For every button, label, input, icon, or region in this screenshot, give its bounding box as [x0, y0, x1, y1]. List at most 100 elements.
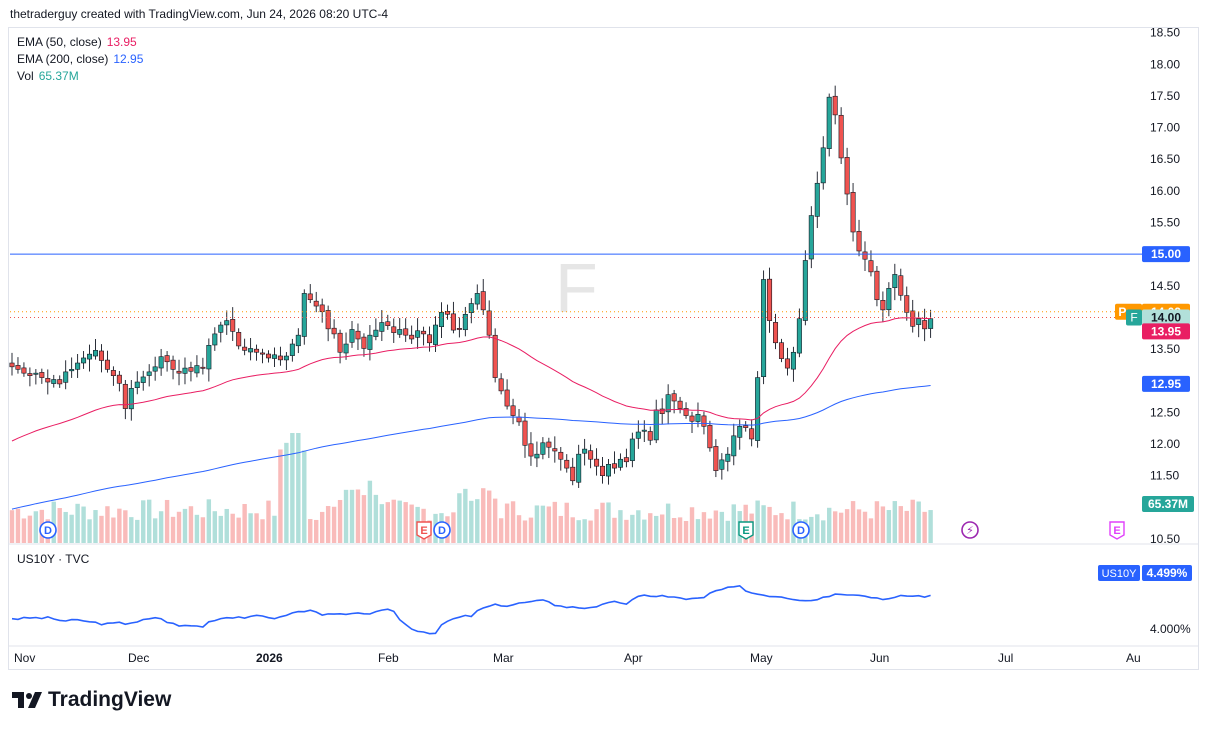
candle-body: [677, 400, 683, 409]
candle-body: [492, 334, 498, 378]
symbol-watermark: F: [555, 249, 598, 327]
price-axis-label: 15.50: [1150, 216, 1180, 230]
candle-body: [200, 366, 206, 369]
candle-body: [916, 318, 922, 325]
candle-body: [218, 324, 224, 333]
candle-body: [671, 393, 677, 402]
candle-body: [325, 310, 331, 330]
volume-bar: [105, 506, 110, 543]
volume-bar: [224, 508, 229, 543]
candle-body: [749, 428, 755, 440]
volume-bar: [731, 504, 736, 543]
candle-body: [540, 442, 546, 455]
volume-bar: [21, 518, 27, 543]
volume-bar: [916, 501, 921, 543]
volume-badge: 65.37M: [1148, 497, 1188, 511]
candle-body: [564, 459, 570, 469]
legend-volume[interactable]: Vol 65.37M: [17, 68, 79, 84]
candle-body: [683, 408, 689, 416]
candle-body: [892, 274, 898, 289]
ema200-label: EMA (200, close): [17, 52, 109, 66]
event-label: D: [44, 525, 52, 537]
volume-bar: [498, 518, 504, 543]
candle-body: [289, 343, 295, 356]
time-axis-label: Au: [1126, 651, 1141, 665]
volume-bar: [331, 506, 337, 543]
volume-bar: [642, 519, 647, 543]
candle-body: [75, 362, 81, 370]
candle-body: [331, 327, 337, 335]
legend-ema50[interactable]: EMA (50, close) 13.95: [17, 34, 137, 50]
event-label: E: [742, 525, 749, 537]
last-tag: F: [1130, 310, 1137, 324]
volume-bar: [767, 506, 772, 543]
candle-body: [295, 334, 301, 347]
candle-body: [146, 371, 152, 376]
volume-bar: [290, 433, 295, 543]
volume-bar: [146, 499, 152, 543]
price-axis-label: 17.50: [1150, 89, 1180, 103]
candle-body: [856, 231, 862, 252]
volume-bar: [129, 517, 134, 543]
candle-body: [152, 366, 158, 372]
price-axis: 18.50 18.00 17.50 17.00 16.50 16.00 15.50 15.00…: [1150, 26, 1180, 546]
candle-body: [301, 293, 307, 337]
volume-bar: [481, 488, 486, 543]
volume-bar: [457, 493, 462, 543]
candle-body: [170, 359, 176, 370]
candle-body: [665, 394, 671, 413]
volume-bar: [463, 488, 468, 543]
volume-bar: [278, 449, 283, 543]
candle-body: [427, 334, 433, 344]
volume-bar: [862, 511, 868, 543]
candle-body: [731, 435, 737, 457]
us10y-axis-label: 4.000%: [1150, 622, 1191, 636]
candle-body: [456, 328, 462, 330]
candle-body: [158, 356, 164, 369]
volume-bar: [522, 520, 528, 543]
candle-body: [9, 362, 15, 368]
price-axis-label: 10.50: [1150, 532, 1180, 546]
candle-body: [33, 372, 39, 375]
candle-body: [814, 182, 820, 217]
price-axis-label: 14.50: [1150, 279, 1180, 293]
candle-body: [265, 353, 271, 359]
volume-bar: [403, 502, 408, 543]
event-label: E: [1113, 525, 1120, 537]
volume-bar: [284, 442, 289, 543]
candle-body: [271, 354, 277, 359]
volume-bar: [188, 506, 194, 543]
time-axis-label: Nov: [14, 651, 35, 665]
candle-body: [850, 192, 856, 233]
candle-body: [313, 300, 319, 307]
volume-bar: [576, 520, 581, 543]
candle-body: [110, 370, 116, 376]
volume-bar: [170, 516, 176, 543]
volume-bar: [606, 502, 611, 543]
split-icon: [961, 521, 979, 539]
volume-bar: [492, 498, 498, 543]
candle-body: [862, 251, 868, 260]
volume-bar: [809, 516, 814, 543]
candle-body: [248, 348, 254, 353]
volume-bar: [81, 506, 86, 543]
tradingview-logo[interactable]: TradingView: [12, 688, 171, 712]
chart-frame: [8, 27, 1199, 670]
level-badge-bg: [1142, 246, 1190, 263]
legend-ema200[interactable]: EMA (200, close) 12.95: [17, 51, 143, 67]
volume-bar: [152, 518, 158, 543]
candle-body: [421, 330, 427, 335]
candle-body: [87, 353, 93, 360]
us10y-title[interactable]: US10Y · TVC: [17, 552, 90, 566]
candle-body: [122, 383, 128, 409]
ema50-label: EMA (50, close): [17, 35, 102, 49]
candle-body: [39, 372, 45, 378]
volume-bar: [827, 507, 832, 543]
candle-body: [689, 415, 695, 422]
volume-bar: [141, 500, 146, 543]
candle-body: [81, 357, 87, 364]
candle-body: [617, 458, 623, 468]
us10y-value: 4.499%: [1147, 566, 1188, 580]
